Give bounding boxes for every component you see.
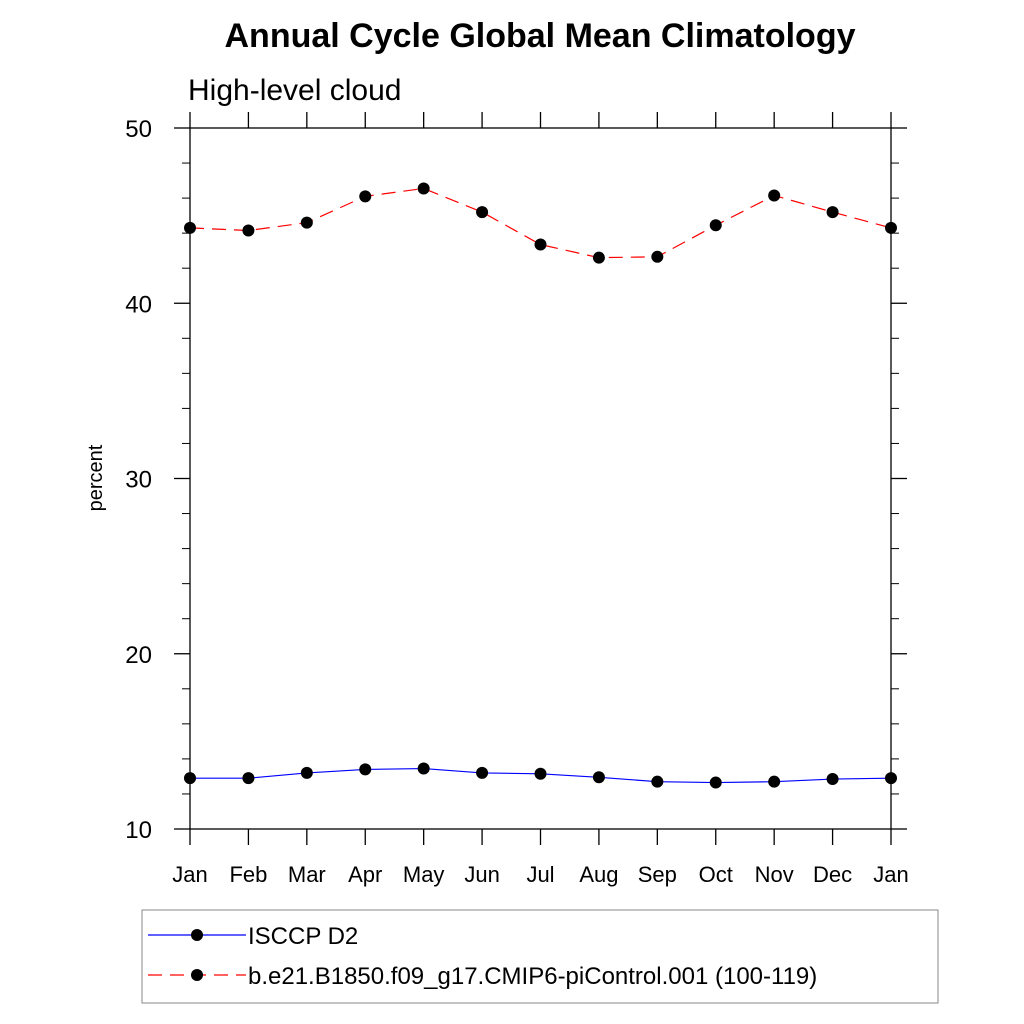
data-point xyxy=(709,219,722,232)
data-point xyxy=(534,238,547,251)
y-tick-label: 50 xyxy=(125,116,152,143)
data-point xyxy=(885,772,897,785)
plot-frame xyxy=(189,127,892,830)
x-tick-label: Jan xyxy=(172,862,207,887)
axes: 10 20 30 40 50 Jan Feb Mar Apr May Jun Jul Aug Sep Oct… xyxy=(125,112,909,887)
y-tick-label: 30 xyxy=(125,467,152,494)
x-tick-label: Apr xyxy=(348,862,382,887)
data-point xyxy=(300,766,313,779)
data-point xyxy=(417,182,430,195)
data-point xyxy=(242,772,255,785)
data-point xyxy=(592,771,605,784)
x-tick-label: Sep xyxy=(638,862,677,887)
legend: ISCCP D2 b.e21.B1850.f09_g17.CMIP6-piCont… xyxy=(141,909,939,1004)
data-point xyxy=(592,251,605,264)
data-point xyxy=(826,773,839,786)
x-tick-label: Mar xyxy=(288,862,326,887)
x-tick-label: Oct xyxy=(699,862,733,887)
data-point xyxy=(826,206,839,219)
data-point xyxy=(768,775,781,788)
legend-marker xyxy=(191,969,203,981)
legend-label: ISCCP D2 xyxy=(248,923,358,950)
data-point xyxy=(184,772,196,785)
x-tick-label: May xyxy=(403,862,445,887)
data-point xyxy=(534,767,547,780)
x-tick-label: Nov xyxy=(755,862,794,887)
legend-box xyxy=(141,909,939,1004)
x-tick-label: Jun xyxy=(464,862,499,887)
data-point xyxy=(651,775,664,788)
data-point xyxy=(359,190,372,203)
series-layer xyxy=(184,182,897,789)
y-tick-label: 40 xyxy=(125,291,152,318)
data-point xyxy=(242,224,255,237)
data-point xyxy=(476,766,489,779)
x-tick-label: Jul xyxy=(526,862,554,887)
x-tick-label: Aug xyxy=(579,862,618,887)
x-tick-label: Dec xyxy=(813,862,852,887)
data-point xyxy=(768,189,781,202)
legend-marker xyxy=(191,929,203,941)
data-point xyxy=(709,776,722,789)
x-tick-label: Feb xyxy=(229,862,267,887)
y-tick-label: 10 xyxy=(125,817,152,844)
data-point xyxy=(651,250,664,263)
legend-label: b.e21.B1850.f09_g17.CMIP6-piControl.001 … xyxy=(248,963,817,990)
chart-title: Annual Cycle Global Mean Climatology xyxy=(225,17,856,55)
y-axis-label: percent xyxy=(85,444,107,511)
data-point xyxy=(184,221,196,234)
data-point xyxy=(300,216,313,229)
data-point xyxy=(476,206,489,219)
data-point xyxy=(359,763,372,776)
y-tick-label: 20 xyxy=(125,642,152,669)
x-tick-label: Jan xyxy=(873,862,908,887)
data-point xyxy=(417,762,430,775)
data-point xyxy=(885,221,897,234)
chart-subtitle: High-level cloud xyxy=(188,74,401,107)
